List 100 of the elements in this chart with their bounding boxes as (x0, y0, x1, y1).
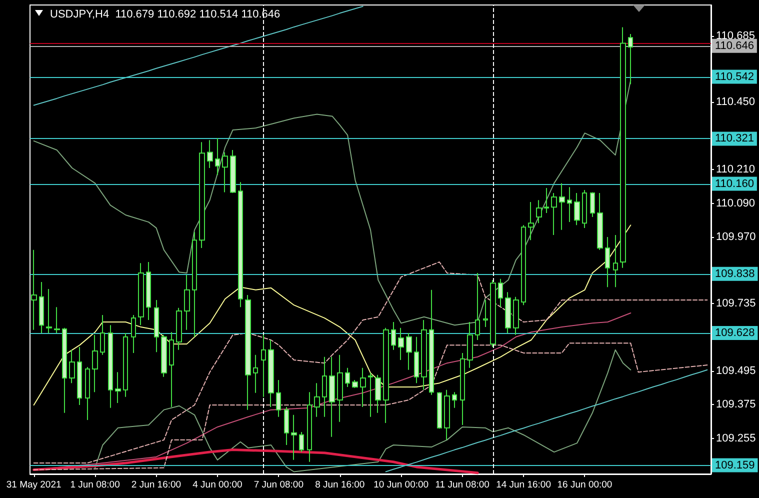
candlestick (383, 327, 389, 424)
chart-title: USDJPY,H4 110.679 110.692 110.514 110.646 (50, 8, 280, 20)
candlestick (329, 356, 335, 438)
candlestick (490, 280, 496, 348)
candlestick (345, 367, 350, 388)
candlestick (574, 192, 580, 226)
candlestick (92, 334, 98, 393)
candlestick (131, 314, 136, 354)
candlestick (337, 354, 343, 422)
candlestick (483, 300, 488, 328)
candlestick (284, 406, 289, 446)
candlestick (245, 294, 251, 410)
candlestick (184, 274, 190, 330)
candlestick (314, 382, 320, 418)
x-tick-label: 16 Jun 00:00 (557, 480, 612, 490)
candlestick (498, 278, 503, 308)
candlestick (467, 321, 473, 368)
ref-line-label: 109.838 (715, 268, 755, 280)
candlestick (590, 192, 595, 218)
candlestick (391, 321, 396, 350)
y-tick-label: 110.450 (716, 96, 755, 108)
candlestick (215, 138, 220, 176)
candlestick (69, 349, 75, 384)
x-tick-label: 4 Jun 00:00 (192, 480, 242, 490)
candlestick (360, 367, 366, 408)
candlestick (528, 202, 534, 241)
candlestick (368, 372, 373, 418)
x-tick-label: 7 Jun 08:00 (254, 480, 304, 490)
x-tick-label: 31 May 2021 (6, 480, 62, 490)
candlestick (138, 262, 144, 326)
line-series (33, 80, 632, 326)
y-tick-label: 110.210 (716, 164, 755, 176)
candlestick (199, 142, 205, 248)
x-tick-label: 14 Jun 16:00 (496, 480, 551, 490)
x-tick-label: 10 Jun 00:00 (374, 480, 429, 490)
candlestick (398, 327, 404, 360)
candlestick (414, 336, 419, 384)
ref-line-label: 110.542 (715, 70, 754, 83)
line-series (33, 224, 632, 406)
candlestick (460, 352, 465, 426)
candlestick (46, 288, 52, 334)
candlestick (62, 327, 67, 414)
candlestick (582, 189, 587, 228)
candlestick (261, 334, 266, 398)
line-series (94, 349, 632, 472)
candlestick (161, 334, 167, 378)
candlestick (605, 236, 610, 288)
x-tick-label: 1 Jun 08:00 (70, 480, 120, 490)
candlestick (421, 320, 427, 390)
x-tick-label: 2 Jun 16:00 (131, 480, 182, 490)
y-tick-label: 109.375 (716, 398, 756, 411)
candlestick (54, 306, 60, 334)
candlestick (307, 392, 312, 462)
candlestick (222, 152, 228, 193)
candlestick (620, 26, 626, 268)
candlestick (567, 186, 572, 223)
candlestick (253, 354, 258, 394)
candlestick (536, 200, 542, 224)
line-series (33, 262, 708, 464)
y-tick-label: 110.685 (716, 30, 755, 42)
y-tick-label: 109.735 (716, 297, 756, 310)
candlestick (452, 392, 457, 408)
y-tick-label: 110.090 (716, 197, 755, 210)
candlestick (544, 187, 549, 214)
candlestick (169, 332, 174, 408)
candlestick (100, 314, 105, 356)
candlestick (429, 289, 434, 396)
candlestick (628, 33, 633, 85)
candlestick (268, 340, 274, 408)
candlestick (291, 414, 297, 460)
candlestick (77, 346, 82, 406)
x-tick-label: 11 Jun 08:00 (435, 480, 490, 490)
line-series (385, 369, 708, 472)
candlestick (521, 224, 526, 306)
candlestick (513, 296, 519, 336)
candlestick (613, 234, 618, 288)
candlestick (230, 149, 236, 194)
line-series (33, 6, 364, 106)
x-tick-label: 8 Jun 16:00 (315, 480, 365, 490)
candlestick (551, 192, 557, 236)
candlestick (375, 374, 381, 414)
candlestick (322, 356, 327, 418)
candlestick (192, 232, 197, 338)
candlestick (176, 307, 182, 350)
candlestick (437, 392, 442, 430)
candlestick (207, 140, 213, 168)
candlestick (597, 192, 603, 250)
ref-line-label: 110.646 (715, 40, 754, 52)
y-tick-label: 109.255 (716, 432, 756, 445)
candlestick (559, 182, 565, 230)
candlestick (406, 332, 412, 370)
candlestick (475, 272, 480, 340)
candlestick (276, 379, 281, 418)
candlestick (154, 300, 159, 353)
candlestick (238, 182, 243, 308)
y-tick-label: 109.970 (716, 231, 756, 244)
candlestick (39, 282, 44, 334)
candlestick (123, 332, 128, 398)
candlestick (85, 366, 90, 420)
candlestick (146, 262, 151, 321)
